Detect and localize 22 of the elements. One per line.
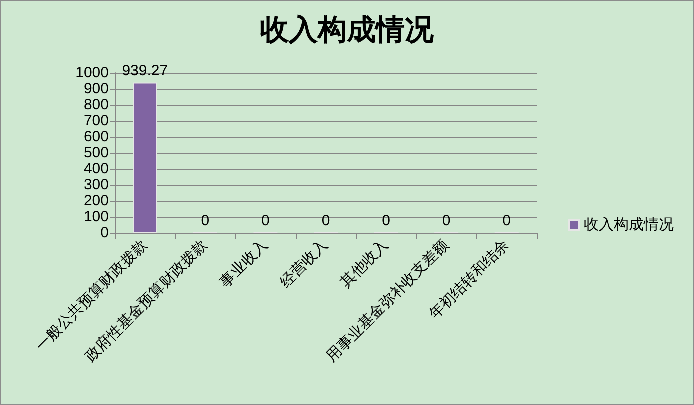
data-label: 0 (262, 212, 270, 230)
y-tick-label: 800 (84, 96, 109, 114)
y-tick-label: 400 (84, 160, 109, 178)
y-tick-label: 0 (100, 224, 109, 242)
data-label: 0 (502, 212, 512, 230)
chart-title: 收入构成情况 (260, 14, 435, 46)
x-tick-label: 经营收入 (277, 236, 332, 292)
y-tick-label: 1000 (76, 64, 109, 82)
y-tick-label: 700 (84, 112, 109, 130)
y-tick-label: 100 (84, 208, 109, 226)
data-label: 0 (382, 212, 390, 230)
y-tick-label: 600 (84, 128, 109, 146)
y-tick-label: 300 (84, 176, 109, 194)
data-label: 939.27 (122, 62, 168, 80)
y-tick-label: 500 (84, 144, 109, 162)
data-label: 0 (442, 212, 451, 230)
data-label: 0 (201, 212, 210, 230)
data-label: 0 (322, 212, 330, 230)
y-tick-label: 900 (84, 80, 109, 98)
legend-label: 收入构成情况 (584, 216, 674, 234)
y-tick-label: 200 (84, 192, 109, 210)
x-tick-label: 事业收入 (216, 236, 272, 292)
